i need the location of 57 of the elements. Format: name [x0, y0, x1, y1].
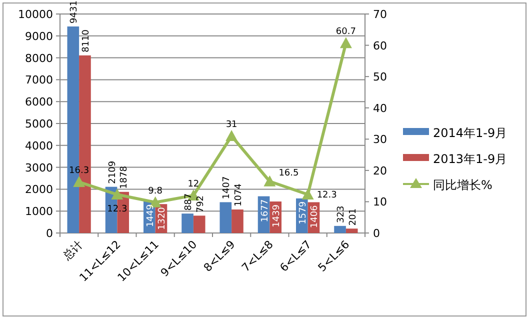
y2-tick-label: 0: [373, 227, 380, 240]
y2-tick-label: 30: [373, 133, 387, 146]
data-label: 1677: [260, 199, 270, 222]
data-label: 792: [196, 195, 206, 213]
data-label: 1406: [310, 204, 320, 228]
y-tick-label: 1000: [25, 205, 53, 218]
bar: [232, 209, 244, 233]
data-label: 1407: [222, 176, 232, 200]
y-tick-label: 2000: [25, 183, 53, 196]
bar: [334, 226, 346, 233]
legend-label: 同比增长%: [433, 178, 492, 192]
data-label: 12: [188, 179, 200, 190]
y-tick-label: 8000: [25, 52, 53, 65]
data-label: 60.7: [336, 27, 356, 38]
data-label: 16.5: [278, 168, 299, 178]
legend-label: 2013年1-9月: [433, 152, 508, 166]
data-label: 887: [184, 193, 194, 211]
bar: [346, 228, 358, 233]
x-tick-label: 总计: [60, 238, 86, 264]
y2-tick-label: 60: [373, 39, 387, 52]
data-label: 9.8: [148, 186, 163, 196]
data-label: 1439: [272, 204, 282, 228]
data-label: 1579: [298, 201, 308, 224]
y-tick-label: 7000: [25, 74, 53, 87]
data-label: 1074: [234, 183, 244, 206]
point: [73, 176, 86, 188]
point: [111, 188, 124, 200]
y2-tick-label: 10: [373, 196, 387, 209]
y-tick-label: 9000: [25, 30, 53, 43]
bar: [193, 216, 206, 233]
y2-tick-label: 70: [373, 8, 387, 21]
point: [264, 175, 276, 186]
data-label: 1449: [146, 204, 156, 228]
data-label: 31: [226, 120, 238, 130]
y2-tick-label: 20: [373, 164, 387, 178]
y-tick-label: 6000: [25, 96, 53, 109]
data-label: 12.3: [316, 190, 337, 201]
data-label: 323: [336, 206, 347, 223]
point: [302, 188, 314, 200]
data-label: 1320: [158, 206, 168, 230]
y-tick-label: 3000: [25, 161, 53, 174]
data-label: 2109: [108, 160, 118, 184]
legend-label: 2014年1-9月: [433, 126, 508, 140]
point: [226, 130, 238, 142]
data-label: 201: [348, 208, 358, 226]
data-label: 8110: [81, 29, 92, 52]
y-tick-label: 4000: [25, 139, 53, 152]
y-tick-label: 10000: [18, 8, 53, 21]
y-tick-label: 5000: [25, 118, 53, 130]
bar: [220, 202, 232, 233]
y2-tick-label: 40: [373, 102, 387, 115]
y2-tick-label: 50: [373, 70, 387, 84]
data-label: 1878: [120, 166, 130, 189]
point: [340, 37, 352, 48]
data-label: 9431: [70, 0, 80, 24]
y-tick-label: 0: [46, 227, 53, 240]
bar: [182, 214, 194, 233]
